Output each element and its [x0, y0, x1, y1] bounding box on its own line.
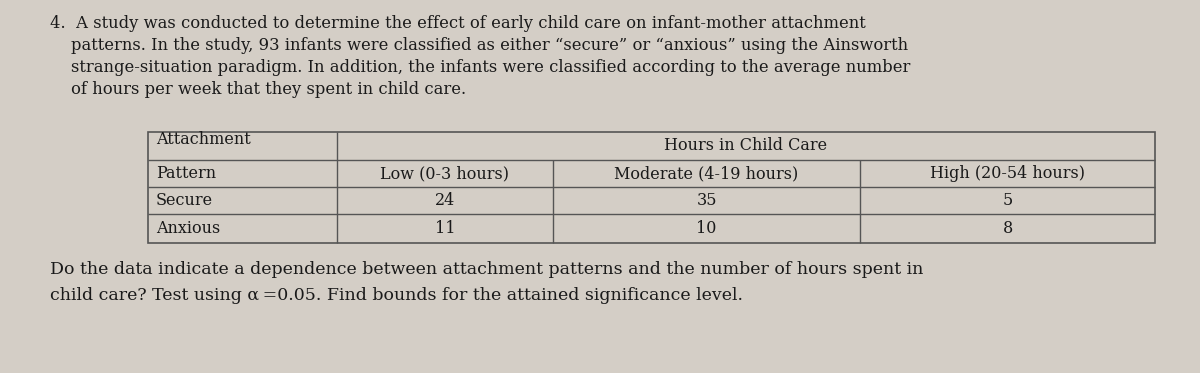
Text: 24: 24	[434, 192, 455, 209]
Text: 4.  A study was conducted to determine the effect of early child care on infant-: 4. A study was conducted to determine th…	[50, 15, 865, 32]
Text: Secure: Secure	[156, 192, 214, 209]
Text: 35: 35	[696, 192, 716, 209]
Text: 11: 11	[434, 220, 455, 237]
Text: Pattern: Pattern	[156, 165, 216, 182]
Text: Moderate (4-19 hours): Moderate (4-19 hours)	[614, 165, 799, 182]
Text: Anxious: Anxious	[156, 220, 221, 237]
Text: patterns. In the study, 93 infants were classified as either “secure” or “anxiou: patterns. In the study, 93 infants were …	[50, 37, 908, 54]
Text: strange-situation paradigm. In addition, the infants were classified according t: strange-situation paradigm. In addition,…	[50, 59, 911, 76]
Text: child care? Test using α =0.05. Find bounds for the attained significance level.: child care? Test using α =0.05. Find bou…	[50, 287, 743, 304]
Text: Do the data indicate a dependence between attachment patterns and the number of : Do the data indicate a dependence betwee…	[50, 261, 923, 278]
Text: Low (0-3 hours): Low (0-3 hours)	[380, 165, 510, 182]
Text: High (20-54 hours): High (20-54 hours)	[930, 165, 1085, 182]
Bar	[148, 132, 1154, 243]
Text: Attachment: Attachment	[156, 131, 251, 147]
Text: of hours per week that they spent in child care.: of hours per week that they spent in chi…	[50, 81, 466, 98]
Text: 8: 8	[1002, 220, 1013, 237]
Text: 10: 10	[696, 220, 716, 237]
Text: 5: 5	[1002, 192, 1013, 209]
Text: Hours in Child Care: Hours in Child Care	[665, 138, 828, 154]
